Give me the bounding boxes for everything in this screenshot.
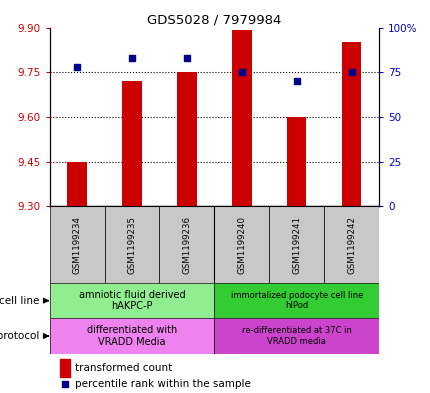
Bar (269, 206, 324, 283)
Text: GSM1199241: GSM1199241 (292, 216, 301, 274)
Bar (341, 42, 361, 206)
Point (347, 69, 354, 75)
Title: GDS5028 / 7979984: GDS5028 / 7979984 (147, 13, 281, 26)
Bar (177, 72, 196, 206)
Point (238, 69, 245, 75)
Point (74, 64, 80, 70)
Bar (214, 318, 378, 354)
Point (293, 78, 300, 84)
Bar (49, 206, 104, 283)
Point (61, 380, 68, 387)
Text: re-differentiated at 37C in
VRADD media: re-differentiated at 37C in VRADD media (241, 326, 351, 346)
Text: percentile rank within the sample: percentile rank within the sample (75, 379, 251, 389)
Bar (214, 283, 378, 318)
Bar (60, 359, 70, 376)
Bar (159, 206, 214, 283)
Text: cell line: cell line (0, 296, 40, 306)
Bar (214, 206, 269, 283)
Text: immortalized podocyte cell line
hIPod: immortalized podocyte cell line hIPod (230, 291, 362, 310)
Text: amniotic fluid derived
hAKPC-P: amniotic fluid derived hAKPC-P (79, 290, 185, 311)
Point (183, 55, 190, 61)
Text: GSM1199240: GSM1199240 (237, 216, 246, 274)
Text: GSM1199235: GSM1199235 (127, 216, 136, 274)
Bar (104, 206, 159, 283)
Point (128, 55, 135, 61)
Bar (49, 283, 214, 318)
Text: GSM1199236: GSM1199236 (182, 216, 191, 274)
Bar (49, 318, 214, 354)
Bar (67, 162, 86, 206)
Bar (232, 31, 251, 206)
Text: GSM1199234: GSM1199234 (72, 216, 81, 274)
Bar (286, 117, 306, 206)
Text: GSM1199242: GSM1199242 (347, 216, 356, 274)
Text: growth protocol: growth protocol (0, 331, 40, 341)
Bar (324, 206, 378, 283)
Text: transformed count: transformed count (75, 363, 172, 373)
Bar (122, 81, 141, 206)
Text: differentiated with
VRADD Media: differentiated with VRADD Media (87, 325, 177, 347)
